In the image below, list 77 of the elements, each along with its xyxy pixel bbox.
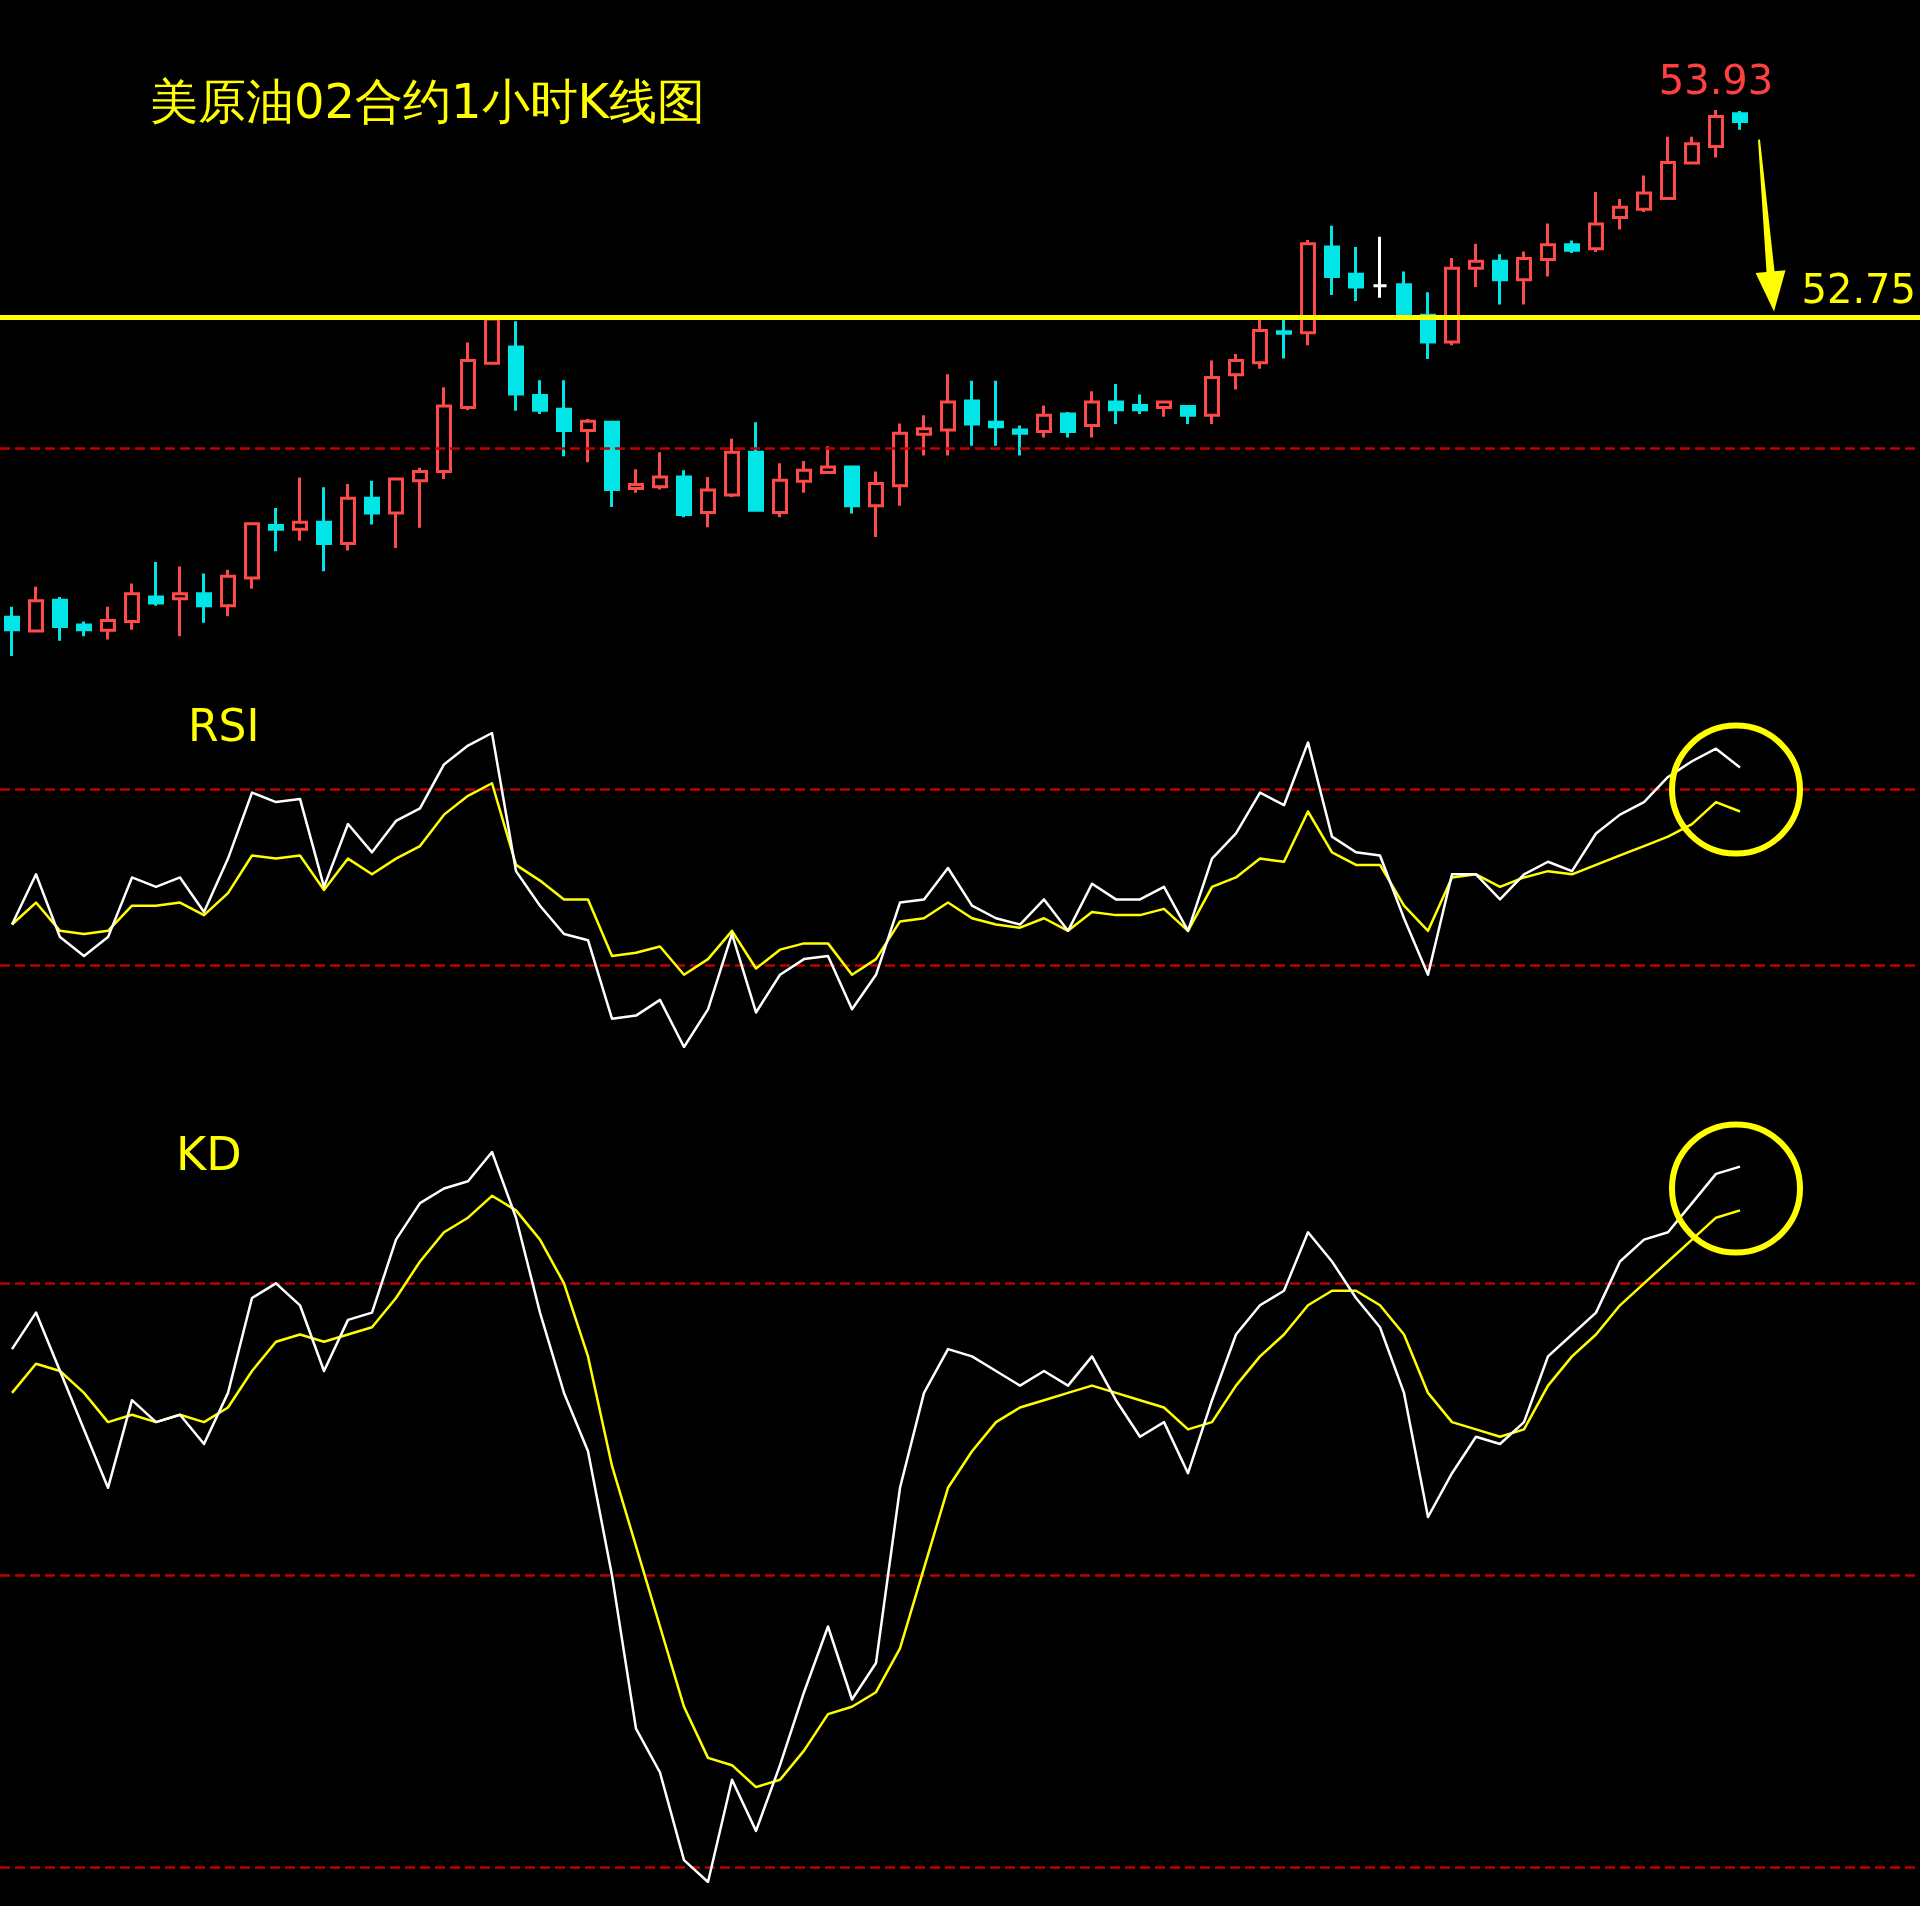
candlestick [820,446,836,475]
candlestick [796,461,812,493]
candlestick [1372,236,1388,298]
candlestick [1684,136,1700,165]
candlestick [1540,223,1556,277]
candlestick [220,569,236,617]
candlestick [508,321,524,411]
candlestick [772,463,788,518]
candlestick [172,566,188,637]
annotation: 53.93 [1658,57,1774,103]
candlestick [100,606,116,640]
candlestick [388,477,404,548]
candlestick [1708,110,1724,158]
candlestick [1396,271,1412,318]
text: 52.75 [1801,266,1916,313]
candlestick [1588,191,1604,252]
candlestick [1060,411,1076,438]
candlestick [940,374,956,456]
candlestick [1732,109,1748,132]
candlestick [1180,403,1196,426]
candlestick [1204,360,1220,424]
candlestick [1300,239,1316,346]
candlestick [604,420,620,507]
candlestick [1324,225,1340,296]
candlestick [628,469,644,493]
candlestick [244,522,260,589]
candlestick [1108,384,1124,424]
candlestick [1276,318,1292,359]
candlestick [1348,247,1364,302]
candlestick [340,484,356,551]
candlestick [1084,391,1100,438]
candlestick [724,438,740,498]
candlestick [4,606,20,656]
candlestick [700,476,716,528]
candlestick [1156,399,1172,419]
candlestick [1612,199,1628,230]
candlestick [316,487,332,572]
candlestick [1564,238,1580,255]
candlestick [964,380,980,446]
candlestick [484,317,500,365]
candlestick [1252,318,1268,369]
candlestick [28,586,44,633]
candlestick [916,415,932,456]
chart-title: RSI [188,699,260,751]
candlestick [1228,354,1244,390]
chart-title: 美原油02合约1小时K线图 [150,73,706,129]
candlestick [988,380,1004,446]
candlestick [652,452,668,490]
chart-title: KD [176,1127,242,1181]
candlestick [1516,251,1532,305]
candlestick [556,380,572,457]
candlestick [844,465,860,514]
candlestick [868,471,884,537]
candlestick [1660,136,1676,200]
candlestick [76,620,92,638]
candlestick [412,467,428,528]
candlestick [1012,425,1028,456]
candlestick [1468,243,1484,287]
candlestick [436,387,452,480]
candlestick [748,422,764,512]
candlestick [532,380,548,415]
candlestick [1132,392,1148,416]
candlestick [148,562,164,606]
candlestick [580,419,596,463]
candlestick [1444,257,1460,346]
candlestick [460,342,476,411]
candlestick [1636,175,1652,213]
candlestick [364,480,380,525]
candlestick [196,573,212,623]
candlestick [676,470,692,518]
candlestick [292,477,308,541]
candlestick [1036,405,1052,438]
candlestick [124,583,140,630]
candlestick [268,508,284,552]
candlestick [892,423,908,506]
candlestick [52,597,68,641]
candlestick [1492,254,1508,305]
